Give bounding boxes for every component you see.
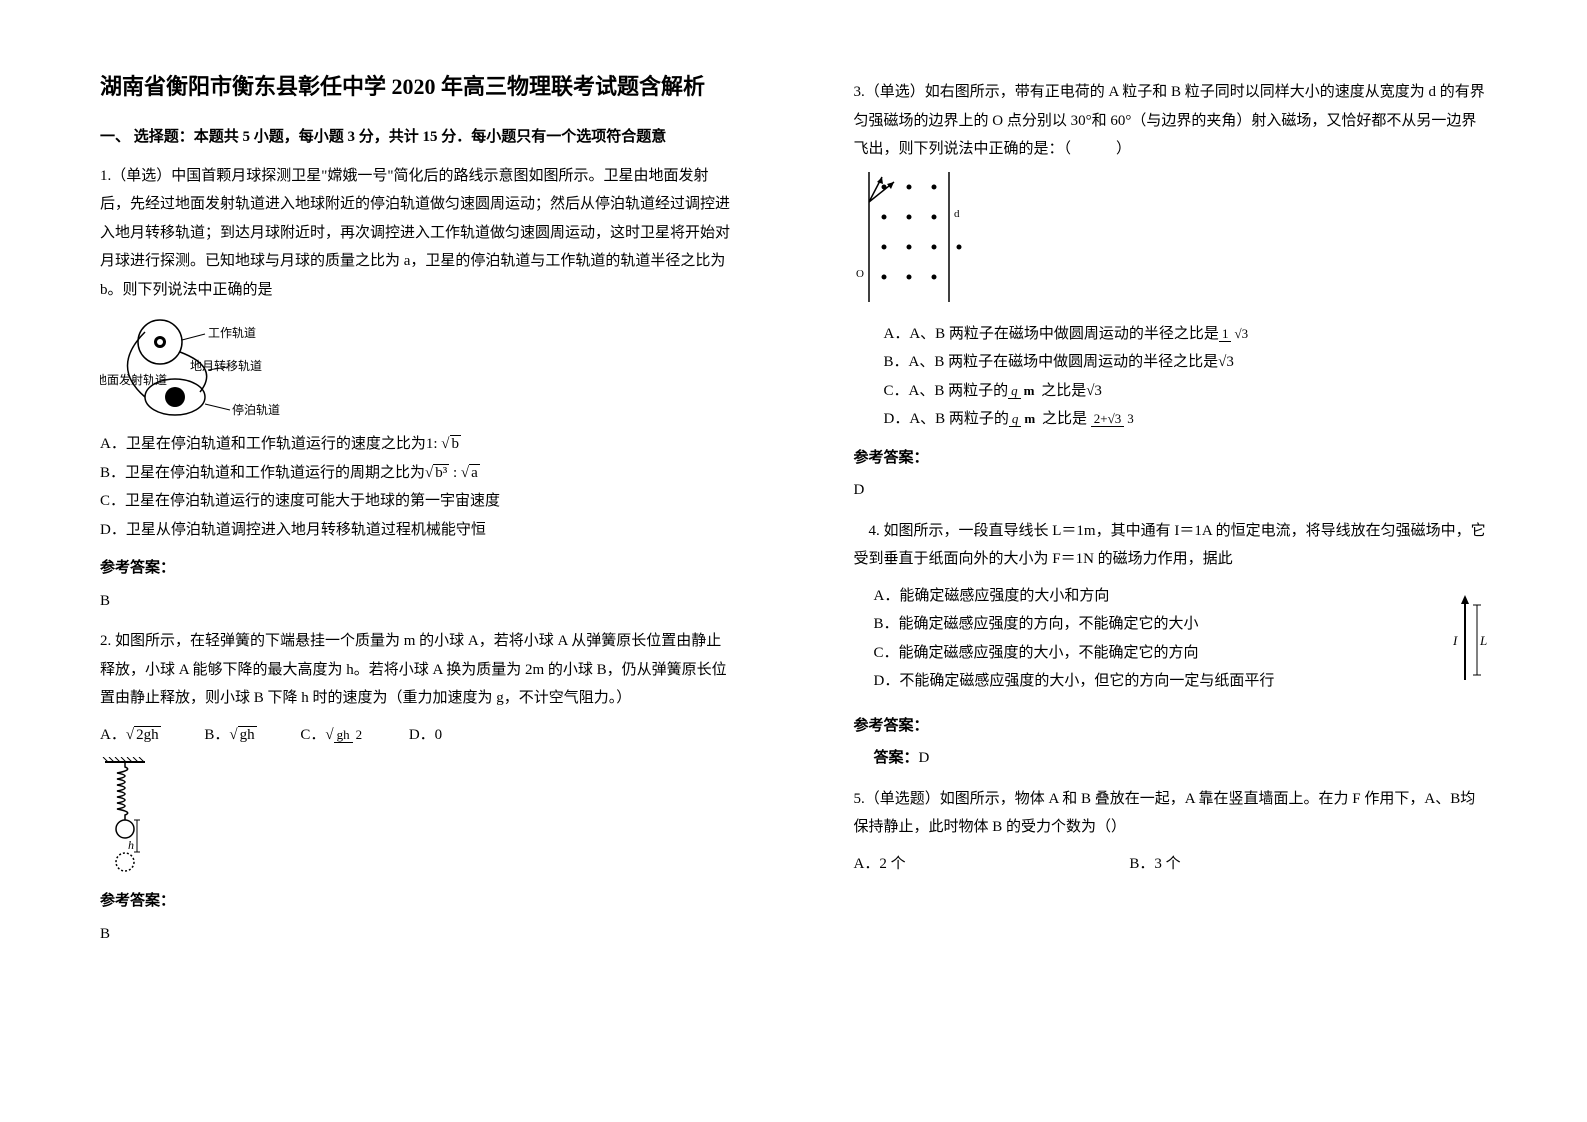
q3-optB: B．A、B 两粒子在磁场中做圆周运动的半径之比是√3: [884, 348, 1488, 377]
q1-optC: C．卫星在停泊轨道运行的速度可能大于地球的第一宇宙速度: [100, 487, 734, 516]
q4-stem: 4. 如图所示，一段直导线长 L＝1m，其中通有 I＝1A 的恒定电流，将导线放…: [854, 517, 1488, 574]
q3-optA: A．A、B 两粒子在磁场中做圆周运动的半径之比是1√3: [884, 320, 1488, 349]
q3-diagram: d O: [854, 172, 984, 312]
svg-text:L: L: [1479, 633, 1487, 648]
q1-ans-head: 参考答案：: [100, 554, 734, 583]
q5-optB: B．3 个: [1129, 850, 1180, 879]
q1-ans: B: [100, 587, 734, 616]
label-park: 停泊轨道: [232, 402, 280, 417]
q4-optA: A．能确定磁感应强度的大小和方向: [874, 582, 1488, 611]
q1-optB: B．卫星在停泊轨道和工作轨道运行的周期之比为√b³ : √a: [100, 459, 734, 488]
q2-optC: C．√gh2: [300, 721, 365, 750]
q2-ans-head: 参考答案：: [100, 887, 734, 916]
svg-text:O: O: [856, 268, 864, 280]
q1-optA: A．卫星在停泊轨道和工作轨道运行的速度之比为1: √b: [100, 430, 734, 459]
q4-optD: D．不能确定磁感应强度的大小，但它的方向一定与纸面平行: [874, 667, 1488, 696]
label-launch: 地面发射轨道: [100, 372, 167, 387]
q4-diagram: I L: [1447, 590, 1487, 690]
q4-optB: B．能确定磁感应强度的方向，不能确定它的大小: [874, 610, 1488, 639]
right-column: 3.（单选）如右图所示，带有正电荷的 A 粒子和 B 粒子同时以同样大小的速度从…: [794, 0, 1587, 1122]
q1-optD: D．卫星从停泊轨道调控进入地月转移轨道过程机械能守恒: [100, 516, 734, 545]
q3-ans-head: 参考答案：: [854, 444, 1488, 473]
section-1-head: 一、 选择题：本题共 5 小题，每小题 3 分，共计 15 分．每小题只有一个选…: [100, 123, 734, 152]
q3-optC: C．A、B 两粒子的qm 之比是√3: [884, 377, 1488, 406]
svg-text:I: I: [1452, 633, 1458, 648]
q3-ans: D: [854, 476, 1488, 505]
q2-diagram: h: [100, 757, 160, 877]
q2-opts: A．√2gh B．√gh C．√gh2 D．0: [100, 721, 734, 750]
q1-stem: 1.（单选）中国首颗月球探测卫星"嫦娥一号"简化后的路线示意图如图所示。卫星由地…: [100, 162, 734, 305]
q2-ans: B: [100, 920, 734, 949]
q4-ans-head: 参考答案：: [854, 712, 1488, 741]
q1-diagram: 工作轨道 地月转移轨道 地面发射轨道 停泊轨道: [100, 312, 340, 422]
q3-opts: A．A、B 两粒子在磁场中做圆周运动的半径之比是1√3 B．A、B 两粒子在磁场…: [884, 320, 1488, 434]
q2-stem: 2. 如图所示，在轻弹簧的下端悬挂一个质量为 m 的小球 A，若将小球 A 从弹…: [100, 627, 734, 713]
q2-optD: D．0: [409, 721, 442, 750]
page-title: 湖南省衡阳市衡东县彰任中学 2020 年高三物理联考试题含解析: [100, 70, 734, 103]
label-transfer: 地月转移轨道: [190, 358, 262, 373]
q2-optB: B．√gh: [204, 721, 256, 750]
q3-stem: 3.（单选）如右图所示，带有正电荷的 A 粒子和 B 粒子同时以同样大小的速度从…: [854, 78, 1488, 164]
q2-optA: A．√2gh: [100, 721, 161, 750]
svg-text:h: h: [128, 838, 134, 852]
q4-optC: C．能确定磁感应强度的大小，不能确定它的方向: [874, 639, 1488, 668]
q4-ans: 答案：D: [874, 744, 1488, 773]
q5-stem: 5.（单选题）如图所示，物体 A 和 B 叠放在一起，A 靠在竖直墙面上。在力 …: [854, 785, 1488, 842]
q3-optD: D．A、B 两粒子的qm 之比是 2+√33: [884, 405, 1488, 434]
q1-opts: A．卫星在停泊轨道和工作轨道运行的速度之比为1: √b B．卫星在停泊轨道和工作…: [100, 430, 734, 544]
q4-opts: A．能确定磁感应强度的大小和方向 B．能确定磁感应强度的方向，不能确定它的大小 …: [874, 582, 1488, 696]
q5-optA: A．2 个: [854, 850, 906, 879]
svg-text:d: d: [954, 208, 960, 220]
left-column: 湖南省衡阳市衡东县彰任中学 2020 年高三物理联考试题含解析 一、 选择题：本…: [0, 0, 794, 1122]
label-work: 工作轨道: [208, 326, 256, 340]
q5-opts: A．2 个 B．3 个: [854, 850, 1488, 879]
